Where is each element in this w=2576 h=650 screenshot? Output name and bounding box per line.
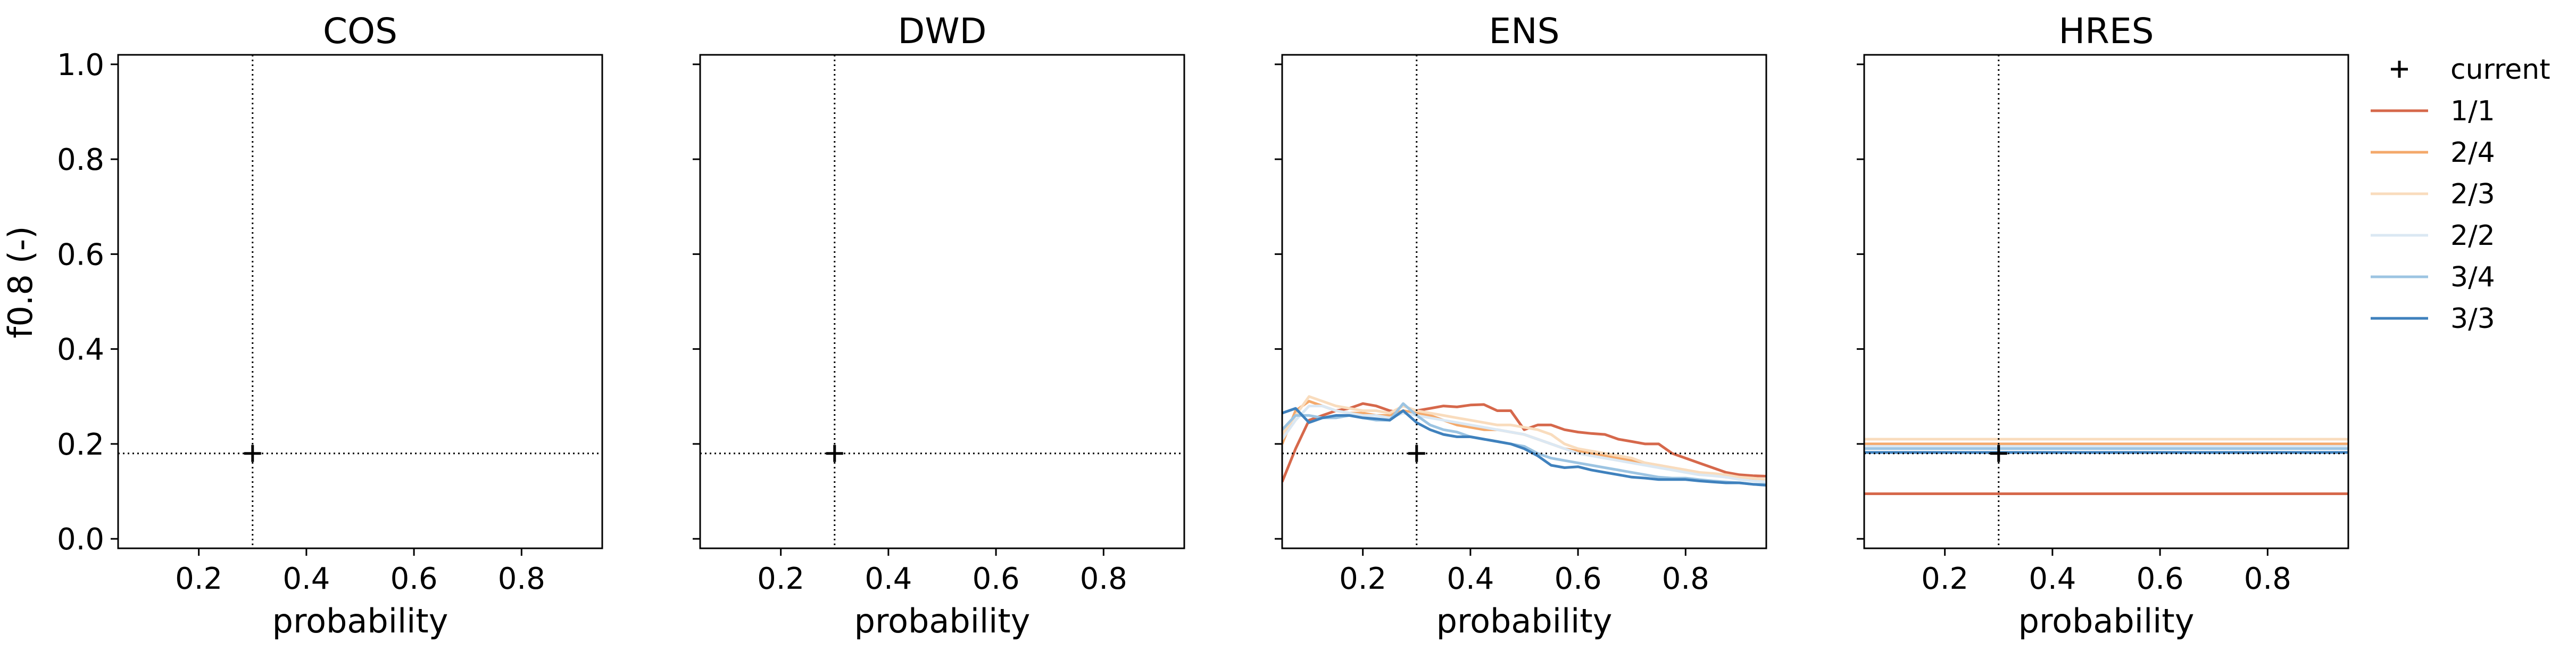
figure-ylabel: f0.8 (-) — [1, 226, 40, 339]
x-tick-label: 0.8 — [2244, 562, 2291, 596]
panel-title: HRES — [2058, 11, 2154, 52]
x-tick-label: 0.4 — [2029, 562, 2076, 596]
x-tick-label: 0.4 — [282, 562, 330, 596]
y-tick-label: 1.0 — [57, 48, 104, 83]
current-marker — [1990, 445, 2007, 462]
panel-title: ENS — [1489, 11, 1560, 52]
panel-frame — [1863, 54, 2349, 549]
legend-marker-current — [2391, 61, 2408, 78]
series-line-2-3 — [1282, 395, 1766, 481]
x-tick-label: 0.6 — [1555, 562, 1602, 596]
x-axis-label: probability — [272, 602, 448, 640]
series-line-3-3 — [1282, 407, 1766, 487]
x-tick-label: 0.2 — [175, 562, 222, 596]
panel-cos: COS 0.2 0.4 0.6 0.8 0.0 0.2 0.4 0.6 0.8 1.0 probabi… — [57, 11, 603, 640]
x-tick-label: 0.8 — [1080, 562, 1127, 596]
panel-hres: HRES 0.2 0.4 0.6 0.8 probability — [1857, 11, 2349, 640]
series-line-2-2 — [1282, 405, 1766, 483]
x-tick-label: 0.2 — [1339, 562, 1386, 596]
x-axis-label: probability — [854, 602, 1031, 640]
series-line-1-1 — [1282, 402, 1766, 483]
y-tick-label: 0.6 — [57, 237, 104, 272]
x-tick-label: 0.4 — [1447, 562, 1494, 596]
x-tick-label: 0.2 — [757, 562, 804, 596]
legend-label: 2/3 — [2450, 178, 2495, 210]
current-marker — [826, 445, 843, 462]
y-tick-label: 0.2 — [57, 427, 104, 462]
panel-frame — [117, 54, 603, 549]
legend-label: 1/1 — [2450, 95, 2495, 127]
x-tick-label: 0.6 — [973, 562, 1020, 596]
current-marker — [244, 445, 261, 462]
panel-ens: ENS 0.2 0.4 0.6 0.8 probability — [1275, 11, 1767, 640]
y-tick-label: 0.4 — [57, 333, 104, 367]
x-axis-label: probability — [1436, 602, 1613, 640]
y-tick-label: 0.8 — [57, 143, 104, 177]
legend: current 1/1 2/4 2/3 2/2 3/4 3/3 — [2371, 54, 2550, 335]
legend-label: current — [2450, 54, 2550, 86]
x-tick-label: 0.4 — [865, 562, 912, 596]
panel-frame — [699, 54, 1185, 549]
series-group — [1864, 438, 2348, 495]
x-tick-label: 0.8 — [498, 562, 545, 596]
series-group — [1282, 395, 1766, 487]
y-tick-label: 0.0 — [57, 522, 104, 557]
x-tick-label: 0.6 — [390, 562, 438, 596]
legend-label: 2/2 — [2450, 220, 2495, 252]
current-marker — [1408, 445, 1425, 462]
panel-dwd: DWD 0.2 0.4 0.6 0.8 probability — [693, 11, 1185, 640]
legend-label: 3/3 — [2450, 303, 2495, 335]
x-tick-label: 0.6 — [2137, 562, 2184, 596]
panel-frame — [1281, 54, 1767, 549]
x-tick-label: 0.2 — [1921, 562, 1968, 596]
panel-title: COS — [323, 11, 397, 52]
panel-title: DWD — [898, 11, 987, 52]
x-axis-label: probability — [2018, 602, 2195, 640]
x-tick-label: 0.8 — [1662, 562, 1709, 596]
legend-label: 3/4 — [2450, 261, 2495, 293]
legend-label: 2/4 — [2450, 137, 2495, 169]
